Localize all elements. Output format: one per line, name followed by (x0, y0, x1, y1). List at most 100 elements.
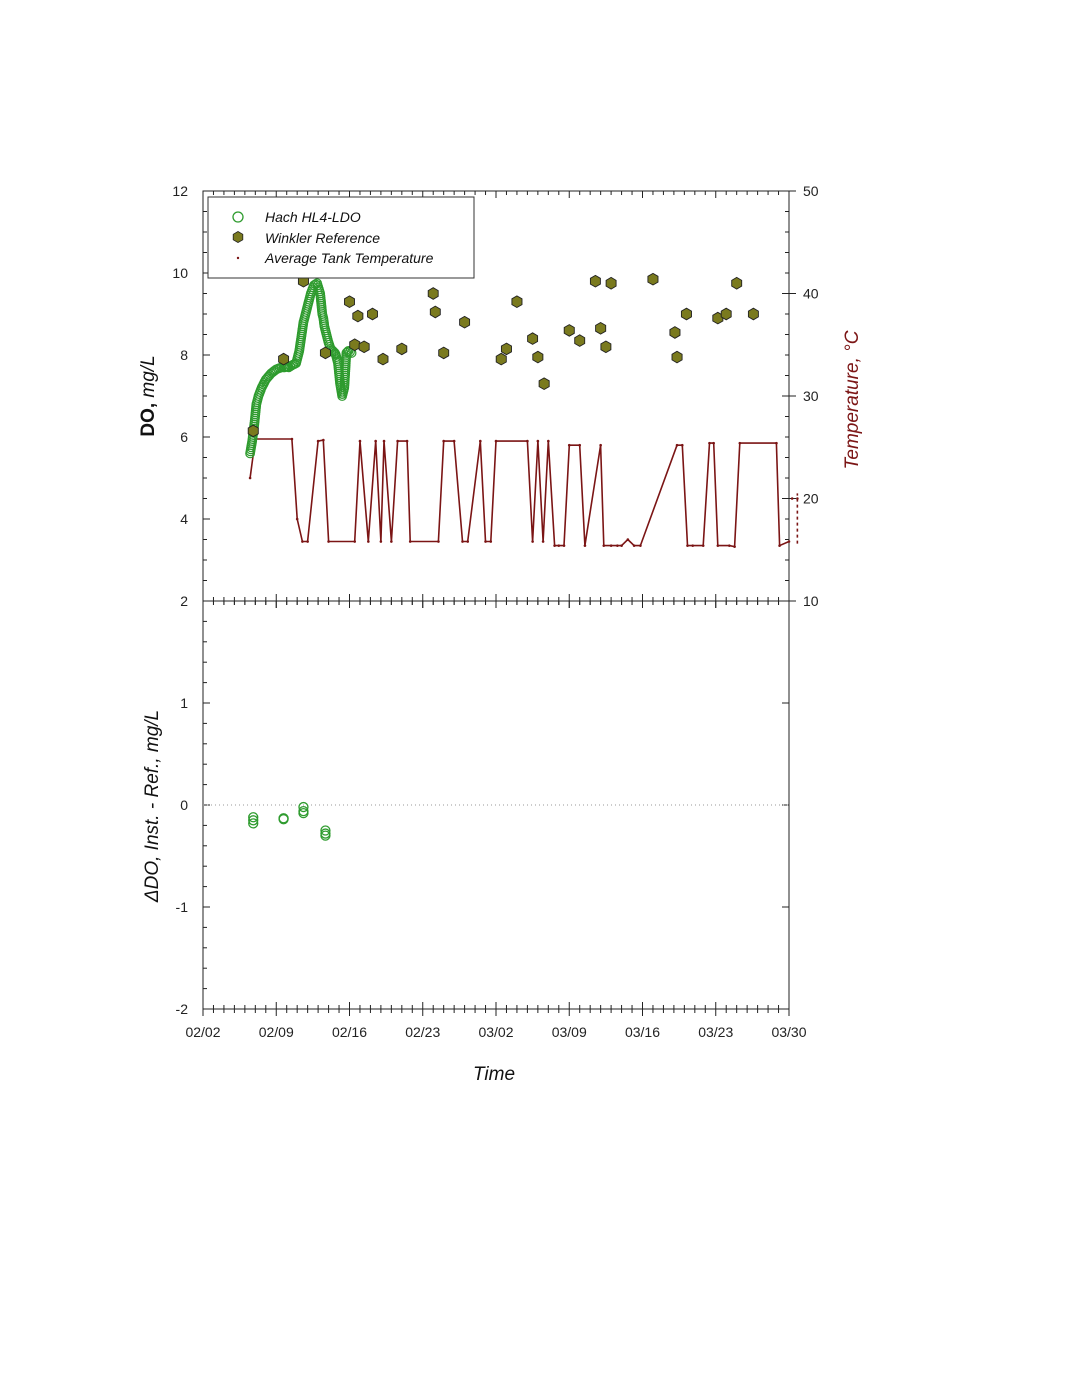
winkler-point (344, 295, 355, 309)
temperature-point (306, 540, 309, 543)
temperature-point (728, 544, 731, 547)
hach-point (341, 348, 352, 358)
temperature-point (526, 439, 529, 443)
x-tick-label: 02/23 (405, 1024, 440, 1040)
temperature-point (632, 544, 636, 547)
temperature-point (602, 544, 606, 547)
y-tick-label: -2 (176, 1001, 189, 1017)
y-tick-label: 6 (180, 429, 188, 445)
temperature-point (686, 544, 689, 547)
temperature-point (701, 544, 705, 547)
temperature-point (358, 439, 362, 443)
winkler-point (459, 315, 471, 329)
legend-hach-label: Hach HL4-LDO (265, 209, 361, 225)
winkler-point (600, 340, 612, 354)
temperature-point (675, 443, 679, 447)
temperature-point (353, 540, 357, 543)
temperature-point (374, 439, 377, 443)
temperature-point (379, 540, 383, 543)
winkler-point (352, 309, 364, 323)
difference-point (248, 812, 259, 823)
temperature-point (248, 476, 252, 480)
y2-tick-label: 20 (803, 491, 819, 507)
winkler-point (500, 342, 512, 356)
bottom-y-axis-title: ΔDO, Inst. - Ref., mg/L (142, 710, 163, 903)
temperature-point (405, 439, 409, 443)
temperature-point (787, 540, 791, 543)
winkler-point (605, 276, 617, 290)
winkler-point (367, 307, 378, 321)
x-tick-label: 03/30 (771, 1024, 806, 1040)
temperature-point (396, 439, 399, 443)
temperature-point (382, 439, 386, 443)
y2-tick-label: 50 (803, 183, 819, 199)
winkler-point (429, 305, 441, 319)
winkler-series (247, 272, 759, 438)
winkler-point (495, 352, 507, 366)
difference-point (278, 814, 289, 825)
x-tick-label: 03/16 (625, 1024, 660, 1040)
temperature-point (738, 441, 742, 445)
temperature-point (599, 443, 602, 447)
top-y-axis-title-bold: DO, (138, 403, 159, 437)
y-tick-label: 12 (172, 183, 188, 199)
winkler-point (377, 352, 389, 366)
winkler-point (396, 342, 408, 356)
winkler-point (563, 324, 575, 337)
temperature-point (567, 443, 571, 447)
right-y-axis-title: Temperature, °C (842, 330, 863, 469)
temperature-point (639, 544, 642, 547)
x-axis-title: Time (473, 1064, 515, 1085)
temperature-point (562, 544, 566, 547)
temperature-point (408, 540, 412, 543)
winkler-point (438, 346, 450, 360)
hach-series (245, 278, 357, 459)
winkler-point (358, 340, 370, 354)
y-tick-label: 10 (172, 265, 188, 281)
winkler-point (574, 334, 586, 347)
winkler-point (538, 377, 550, 391)
temperature-point (609, 544, 613, 547)
temperature-point (691, 544, 695, 547)
y-tick-label: 8 (180, 347, 188, 363)
y2-tick-label: 30 (803, 388, 819, 404)
y-tick-label: 4 (180, 511, 188, 527)
difference-point (298, 808, 309, 819)
temperature-series (248, 437, 799, 548)
legend-temperature-label: Average Tank Temperature (264, 250, 434, 266)
temperature-point (301, 540, 304, 543)
temperature-point (295, 517, 299, 521)
temperature-point (466, 540, 470, 543)
temperature-point (708, 441, 711, 445)
temperature-point (541, 540, 545, 543)
temperature-point (557, 544, 561, 547)
temperature-point (547, 439, 550, 443)
winkler-point (731, 276, 743, 290)
temperature-point (484, 540, 487, 543)
temperature-point (616, 544, 619, 547)
temperature-point (494, 439, 498, 443)
x-tick-label: 02/16 (332, 1024, 367, 1040)
winkler-point (747, 307, 759, 321)
winkler-point (647, 272, 659, 286)
temperature-point (390, 540, 393, 543)
winkler-point (595, 321, 607, 335)
y-tick-label: -1 (176, 899, 189, 915)
winkler-point (511, 295, 523, 309)
temperature-point (680, 443, 684, 447)
temperature-point (531, 540, 534, 543)
difference-point (298, 801, 309, 813)
winkler-point (680, 307, 692, 321)
winkler-point (532, 350, 544, 364)
winkler-point (671, 350, 683, 364)
temperature-point (322, 438, 325, 442)
winkler-point (720, 307, 732, 321)
x-tick-label: 03/02 (478, 1024, 513, 1040)
temperature-point (578, 443, 582, 447)
x-tick-label: 02/02 (185, 1024, 220, 1040)
temperature-point (327, 540, 330, 543)
temperature-line (249, 438, 790, 548)
legend-temperature-marker (236, 256, 240, 260)
legend-winkler-label: Winkler Reference (265, 230, 380, 246)
